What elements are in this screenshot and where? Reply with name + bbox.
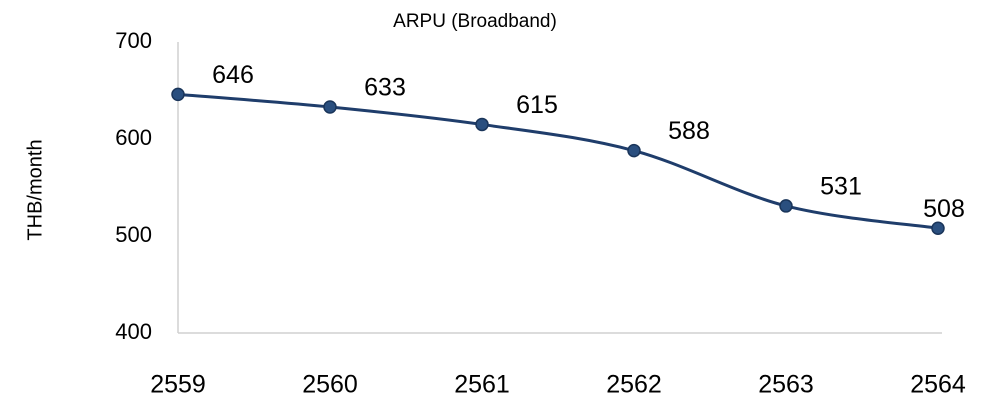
data-label: 588	[668, 117, 710, 145]
y-tick-label: 500	[115, 222, 152, 247]
series-line	[177, 92, 939, 230]
data-point	[171, 87, 185, 102]
x-tick-label: 2563	[758, 371, 814, 399]
y-tick-label: 700	[115, 28, 152, 53]
data-point	[323, 100, 337, 114]
x-tick-label: 2559	[150, 371, 206, 399]
y-tick-label: 600	[115, 125, 152, 150]
data-point	[931, 221, 945, 235]
chart-title: ARPU (Broadband)	[393, 11, 557, 32]
y-tick-label: 400	[115, 319, 152, 344]
x-tick-label: 2561	[454, 371, 510, 399]
y-axis-label: THB/month	[24, 139, 46, 240]
data-label: 531	[820, 173, 862, 201]
data-point	[475, 117, 489, 132]
data-label: 633	[364, 74, 406, 102]
x-tick-label: 2564	[910, 371, 966, 399]
data-point	[779, 199, 793, 213]
data-label: 508	[923, 195, 965, 223]
data-point	[627, 143, 641, 158]
x-tick-label: 2560	[302, 371, 358, 399]
data-label: 615	[516, 91, 558, 119]
data-label: 646	[212, 61, 254, 89]
x-tick-label: 2562	[606, 371, 662, 399]
